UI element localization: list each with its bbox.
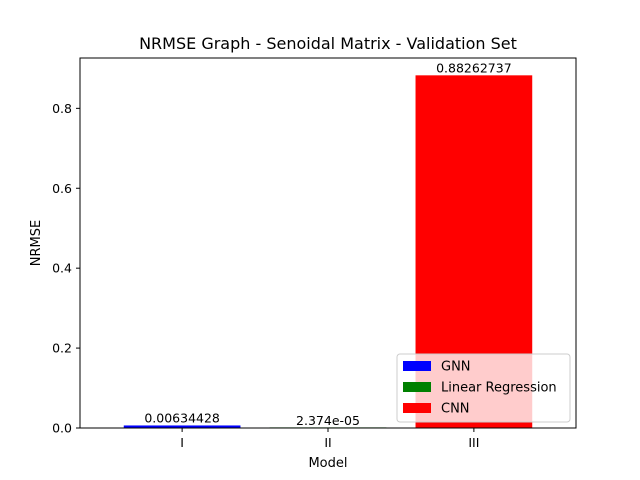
y-axis: 0.0 0.2 0.4 0.6 0.8: [52, 101, 80, 436]
x-tick-label-3: III: [468, 435, 479, 450]
bar-value-label-3: 0.88262737: [436, 60, 512, 75]
y-tick-label-1: 0.0: [52, 421, 72, 436]
legend: GNN Linear Regression CNN: [396, 353, 571, 423]
legend-box: [396, 353, 571, 423]
bar-1: [123, 425, 241, 428]
y-axis-label: NRMSE: [29, 220, 44, 266]
x-axis-label: Model: [308, 456, 347, 471]
y-tick-label-5: 0.8: [52, 101, 72, 116]
y-tick-label-3: 0.4: [52, 261, 72, 276]
bar-value-label-2: 2.374e-05: [296, 413, 360, 428]
bar-value-label-1: 0.00634428: [144, 410, 220, 425]
value-labels-group: 0.00634428 2.374e-05 0.88262737: [144, 60, 511, 428]
legend-label-2: Linear Regression: [441, 381, 557, 396]
legend-label-1: GNN: [441, 360, 471, 375]
x-axis: I II III: [180, 428, 479, 450]
chart-title: NRMSE Graph - Senoidal Matrix - Validati…: [139, 34, 517, 53]
y-tick-label-4: 0.6: [52, 181, 72, 196]
legend-swatch-2: [403, 382, 431, 392]
x-tick-label-2: II: [324, 435, 331, 450]
legend-label-3: CNN: [441, 402, 470, 417]
legend-swatch-1: [403, 361, 431, 371]
y-tick-label-2: 0.2: [52, 341, 72, 356]
x-tick-label-1: I: [180, 435, 184, 450]
legend-swatch-3: [403, 403, 431, 413]
